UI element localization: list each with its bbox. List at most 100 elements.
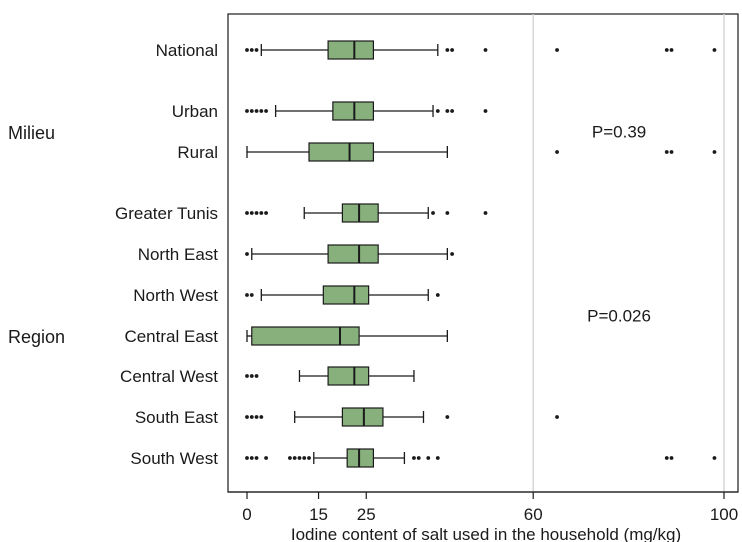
outlier-point bbox=[450, 252, 455, 256]
box-row bbox=[245, 203, 488, 223]
outlier-point bbox=[245, 374, 249, 378]
outlier-point bbox=[416, 456, 421, 460]
outlier-point bbox=[259, 415, 264, 419]
iqr-box bbox=[341, 407, 384, 427]
outlier-point bbox=[483, 48, 488, 52]
row-label: North West bbox=[133, 286, 218, 305]
iqr-box bbox=[327, 366, 370, 386]
outlier-point bbox=[249, 109, 254, 113]
outlier-point bbox=[555, 150, 559, 154]
outlier-point bbox=[245, 109, 249, 113]
x-axis-label: Iodine content of salt used in the house… bbox=[291, 525, 681, 542]
outlier-point bbox=[254, 48, 259, 52]
box-row bbox=[245, 407, 559, 427]
box-row bbox=[246, 142, 717, 162]
outlier-point bbox=[249, 293, 254, 297]
box-row bbox=[245, 244, 455, 264]
outlier-point bbox=[435, 109, 440, 113]
iqr-box bbox=[308, 142, 375, 162]
outlier-point bbox=[664, 150, 669, 154]
outlier-point bbox=[249, 48, 254, 52]
box-rows bbox=[245, 40, 717, 468]
box-row bbox=[245, 366, 415, 386]
p-value-label: P=0.39 bbox=[592, 123, 646, 142]
outlier-point bbox=[450, 48, 455, 52]
outlier-point bbox=[245, 211, 249, 215]
outlier-point bbox=[297, 456, 302, 460]
outlier-point bbox=[245, 252, 249, 256]
outlier-point bbox=[254, 415, 259, 419]
row-label: Central East bbox=[124, 327, 218, 346]
iqr-box bbox=[346, 448, 375, 468]
outlier-point bbox=[445, 415, 450, 419]
outlier-point bbox=[307, 456, 311, 460]
row-label: Urban bbox=[172, 102, 218, 121]
outlier-point bbox=[254, 211, 259, 215]
outlier-point bbox=[555, 415, 559, 419]
outlier-point bbox=[245, 293, 249, 297]
outlier-point bbox=[254, 456, 259, 460]
outlier-point bbox=[445, 109, 450, 113]
x-tick-label: 25 bbox=[357, 505, 376, 524]
outlier-point bbox=[435, 456, 440, 460]
p-value-label: P=0.026 bbox=[587, 307, 651, 326]
x-tick-label: 60 bbox=[524, 505, 543, 524]
iqr-box bbox=[251, 326, 360, 346]
outlier-point bbox=[426, 456, 431, 460]
outlier-point bbox=[249, 415, 254, 419]
box-row bbox=[245, 40, 717, 60]
row-label: National bbox=[156, 41, 218, 60]
iqr-box bbox=[341, 203, 379, 223]
outlier-point bbox=[288, 456, 292, 460]
outlier-point bbox=[669, 48, 674, 52]
row-label: South West bbox=[130, 449, 218, 468]
outlier-point bbox=[431, 211, 435, 215]
outlier-point bbox=[445, 48, 450, 52]
group-labels: Milieu Region bbox=[8, 123, 65, 347]
outlier-point bbox=[483, 109, 488, 113]
box-row bbox=[245, 285, 440, 305]
outlier-point bbox=[254, 109, 259, 113]
outlier-point bbox=[245, 456, 249, 460]
outlier-point bbox=[264, 211, 268, 215]
row-label: Rural bbox=[177, 143, 218, 162]
outlier-point bbox=[664, 456, 669, 460]
iqr-box bbox=[322, 285, 370, 305]
outlier-point bbox=[450, 109, 455, 113]
outlier-point bbox=[249, 456, 254, 460]
outlier-point bbox=[254, 374, 259, 378]
outlier-point bbox=[249, 211, 254, 215]
outlier-point bbox=[712, 456, 717, 460]
outlier-point bbox=[712, 150, 717, 154]
outlier-point bbox=[245, 415, 249, 419]
outlier-point bbox=[249, 374, 254, 378]
x-tick-label: 0 bbox=[242, 505, 251, 524]
outlier-point bbox=[435, 293, 440, 297]
outlier-point bbox=[712, 48, 717, 52]
iqr-box bbox=[327, 244, 379, 264]
outlier-point bbox=[259, 211, 264, 215]
outlier-point bbox=[245, 48, 249, 52]
x-tick-label: 15 bbox=[309, 505, 328, 524]
outlier-point bbox=[302, 456, 307, 460]
row-label: South East bbox=[135, 408, 218, 427]
x-axis: 0 15 25 60 100 bbox=[228, 491, 738, 524]
box-row bbox=[245, 448, 717, 468]
outlier-point bbox=[555, 48, 559, 52]
outlier-point bbox=[264, 109, 268, 113]
group-label: Milieu bbox=[8, 123, 55, 143]
outlier-point bbox=[483, 211, 488, 215]
outlier-point bbox=[669, 456, 674, 460]
outlier-point bbox=[664, 48, 669, 52]
gridlines bbox=[532, 14, 725, 492]
group-label: Region bbox=[8, 327, 65, 347]
outlier-point bbox=[445, 211, 450, 215]
p-value-annotations: P=0.39 P=0.026 bbox=[587, 123, 651, 326]
outlier-point bbox=[264, 456, 268, 460]
row-label: Central West bbox=[120, 367, 218, 386]
outlier-point bbox=[292, 456, 297, 460]
outlier-point bbox=[259, 109, 264, 113]
box-row bbox=[245, 101, 488, 121]
outlier-point bbox=[412, 456, 416, 460]
